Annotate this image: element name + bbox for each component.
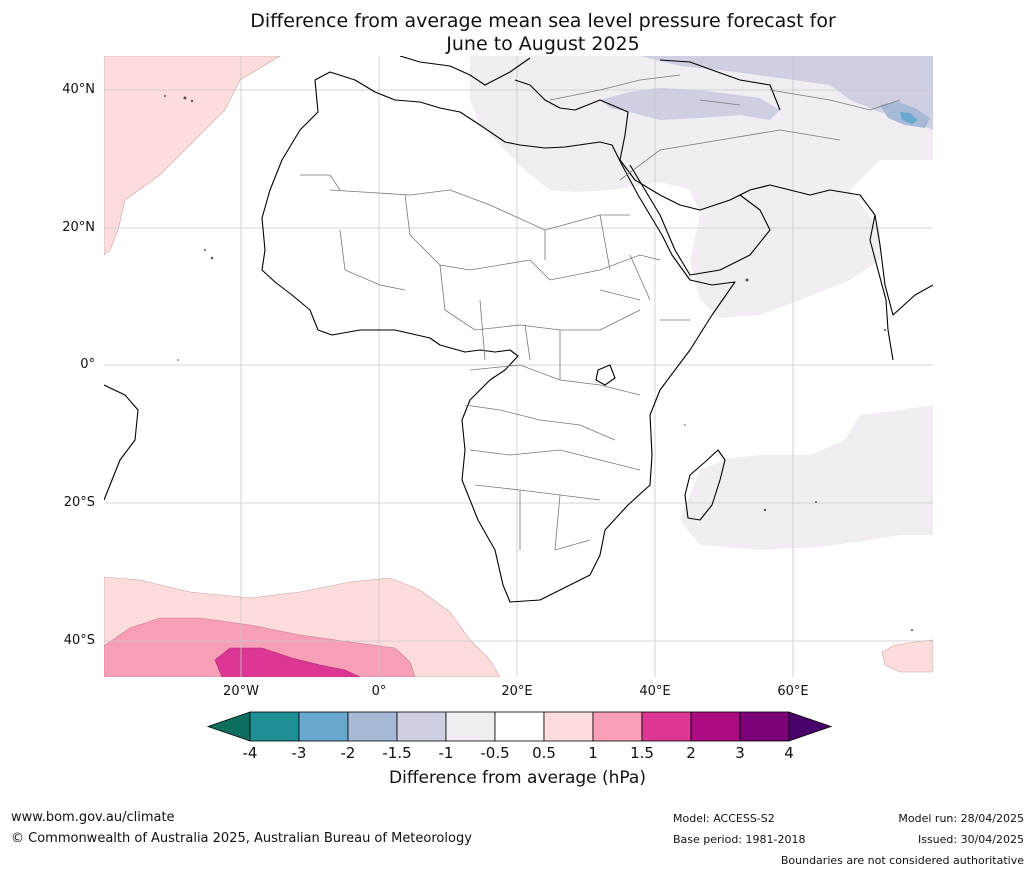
colorbar-tick-label: 4 bbox=[784, 744, 794, 762]
anomaly-indian-ocean-negative bbox=[680, 405, 933, 550]
title-line-2: June to August 2025 bbox=[446, 33, 640, 55]
colorbar-segment bbox=[739, 711, 790, 742]
lon-label-20e: 20°E bbox=[501, 684, 533, 699]
title-line-1: Difference from average mean sea level p… bbox=[250, 10, 836, 32]
anomaly-mediterranean-negative bbox=[470, 56, 933, 318]
colorbar-segment bbox=[396, 711, 447, 742]
madagascar-coastline bbox=[684, 449, 726, 521]
colorbar-tick-label: 1 bbox=[588, 744, 598, 762]
colorbar-tick-label: -2 bbox=[340, 744, 356, 762]
lat-label-40s: 40°S bbox=[63, 633, 95, 648]
colorbar bbox=[206, 711, 833, 742]
anomaly-south-atlantic-1 bbox=[104, 617, 416, 677]
colorbar-segment bbox=[445, 711, 496, 742]
colorbar-tick-label: -4 bbox=[242, 744, 258, 762]
colorbar-tick-label: 2 bbox=[686, 744, 696, 762]
lat-label-20s: 20°S bbox=[63, 495, 95, 510]
colorbar-segment bbox=[298, 711, 349, 742]
colorbar-label: Difference from average (hPa) bbox=[389, 768, 646, 788]
anomaly-himalaya-2 bbox=[900, 112, 918, 124]
anomaly-east-of-madagascar-positive bbox=[881, 639, 933, 673]
colorbar-extend-low bbox=[206, 711, 251, 742]
anomaly-central-asia-1 bbox=[600, 88, 780, 120]
colorbar-segment bbox=[641, 711, 692, 742]
arabian-peninsula-coast bbox=[629, 164, 771, 276]
lat-label-0: 0° bbox=[80, 357, 95, 372]
colorbar-segment bbox=[347, 711, 398, 742]
islands bbox=[164, 95, 913, 631]
colorbar-tick-label: -3 bbox=[291, 744, 307, 762]
footer-issued: Issued: 30/04/2025 bbox=[917, 833, 1024, 846]
country-borders bbox=[300, 74, 901, 551]
colorbar-segment bbox=[249, 711, 300, 742]
colorbar-tick-label: 3 bbox=[735, 744, 745, 762]
colorbar-segment bbox=[592, 711, 643, 742]
lon-label-0: 0° bbox=[371, 684, 387, 699]
lat-label-40n: 40°N bbox=[62, 82, 95, 97]
map-title: Difference from average mean sea level p… bbox=[0, 10, 1035, 56]
anomaly-north-atlantic-positive bbox=[104, 56, 281, 256]
lon-label-60e: 60°E bbox=[777, 684, 809, 699]
lon-label-20w: 20°W bbox=[223, 684, 259, 699]
footer-copyright: © Commonwealth of Australia 2025, Austra… bbox=[11, 831, 472, 846]
colorbar-tick-label: -0.5 bbox=[480, 744, 510, 762]
india-coastline bbox=[869, 214, 894, 361]
colorbar-tick-label: -1.5 bbox=[382, 744, 412, 762]
colorbar-tick-label: 0.5 bbox=[532, 744, 556, 762]
lat-label-20n: 20°N bbox=[62, 220, 95, 235]
colorbar-tick-label: -1 bbox=[438, 744, 454, 762]
lake-victoria bbox=[595, 364, 616, 386]
footer-url[interactable]: www.bom.gov.au/climate bbox=[11, 810, 175, 825]
eurasia-coastline bbox=[399, 56, 933, 316]
colorbar-extend-high bbox=[788, 711, 833, 742]
colorbar-segment bbox=[494, 711, 545, 742]
footer-model: Model: ACCESS-S2 bbox=[673, 812, 775, 825]
footer-model-run: Model run: 28/04/2025 bbox=[898, 812, 1024, 825]
colorbar-tick-label: 1.5 bbox=[630, 744, 654, 762]
anomaly-northeast-1 bbox=[640, 56, 933, 130]
colorbar-segment bbox=[690, 711, 741, 742]
south-america-coastline bbox=[104, 384, 139, 501]
lon-label-40e: 40°E bbox=[639, 684, 671, 699]
africa-coastline bbox=[261, 71, 736, 603]
footer-disclaimer: Boundaries are not considered authoritat… bbox=[780, 854, 1024, 867]
footer-base-period: Base period: 1981-2018 bbox=[673, 833, 806, 846]
colorbar-segment bbox=[543, 711, 594, 742]
